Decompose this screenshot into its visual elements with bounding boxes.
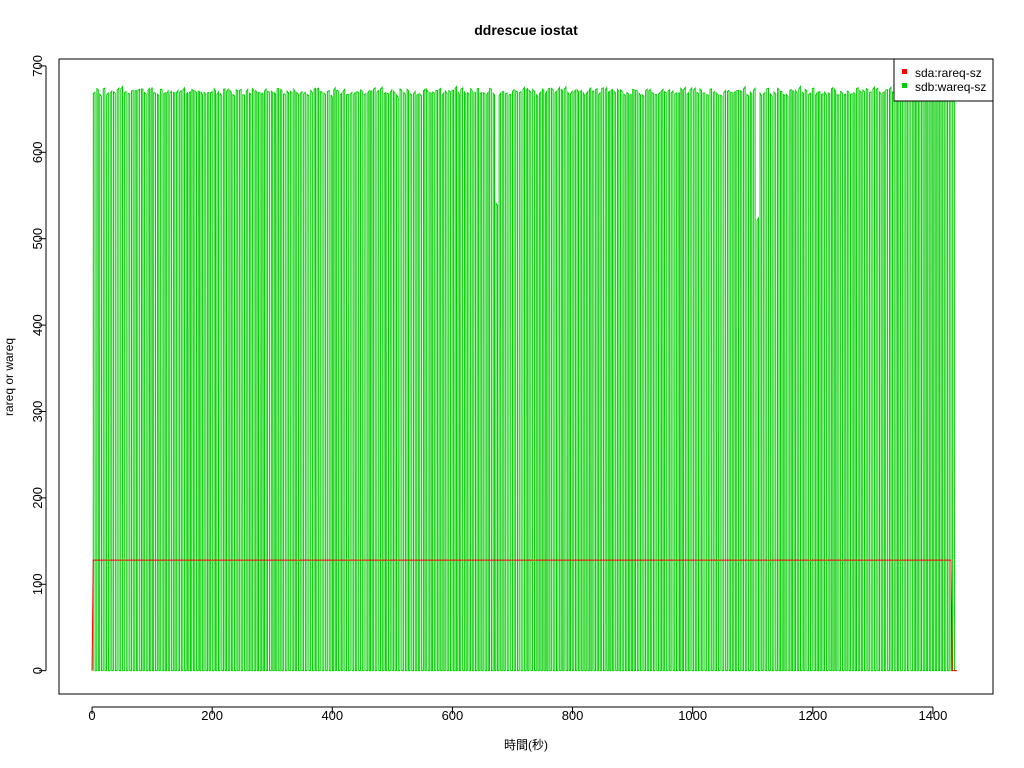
y-tick-label: 100 — [30, 573, 45, 595]
x-tick-label: 200 — [201, 708, 223, 723]
y-tick-label: 700 — [30, 55, 45, 77]
x-tick-label: 1400 — [918, 708, 947, 723]
y-tick-label: 400 — [30, 314, 45, 336]
y-axis-label: rareq or wareq — [2, 338, 16, 416]
axes-layer: 0 200 400 600 800 1000 1200 1400 0 100 200 300 400 50… — [30, 55, 994, 723]
x-axis-label: 時間(秒) — [504, 738, 548, 752]
x-tick-label: 1000 — [678, 708, 707, 723]
x-tick-label: 1200 — [798, 708, 827, 723]
y-tick-label: 600 — [30, 141, 45, 163]
legend-swatch — [902, 69, 907, 74]
y-tick-label: 500 — [30, 228, 45, 250]
x-tick-label: 800 — [562, 708, 584, 723]
legend-label: sdb:wareq-sz — [915, 80, 986, 94]
series-line-2 — [92, 84, 956, 672]
x-tick-label: 400 — [321, 708, 343, 723]
chart-title: ddrescue iostat — [474, 22, 578, 38]
x-tick-label: 600 — [442, 708, 464, 723]
y-tick-label: 200 — [30, 487, 45, 509]
plot-frame — [58, 58, 994, 695]
x-tick-label: 0 — [88, 708, 95, 723]
series-line-1 — [91, 559, 957, 672]
y-tick-label: 300 — [30, 401, 45, 423]
series-layer — [91, 84, 957, 672]
y-tick-label: 0 — [30, 667, 45, 674]
legend-label: sda:rareq-sz — [915, 66, 982, 80]
legend-swatch — [902, 83, 907, 88]
legend-box — [893, 58, 994, 102]
